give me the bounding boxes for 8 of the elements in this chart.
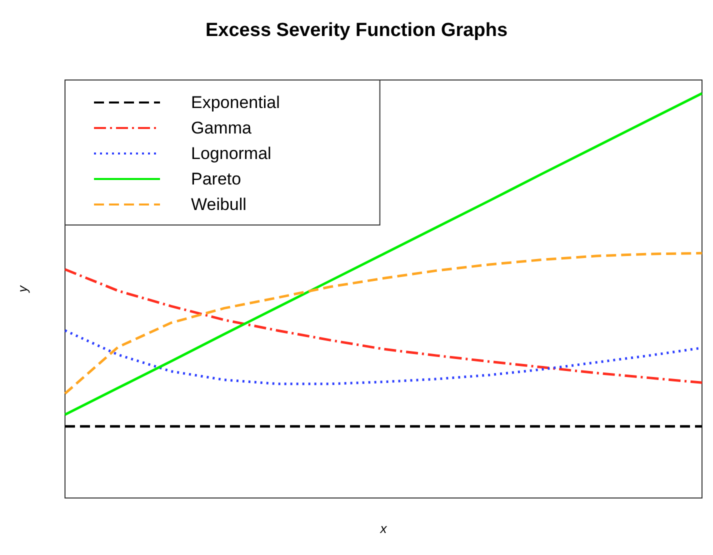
legend-label: Pareto: [191, 170, 242, 188]
x-axis-title: x: [379, 521, 388, 536]
legend-label: Weibull: [191, 195, 246, 214]
y-axis-title: y: [15, 284, 30, 294]
chart-title: Excess Severity Function Graphs: [205, 20, 508, 41]
legend-label: Exponential: [191, 93, 280, 112]
legend-label: Gamma: [191, 118, 252, 138]
legend-label: Lognormal: [191, 144, 272, 163]
